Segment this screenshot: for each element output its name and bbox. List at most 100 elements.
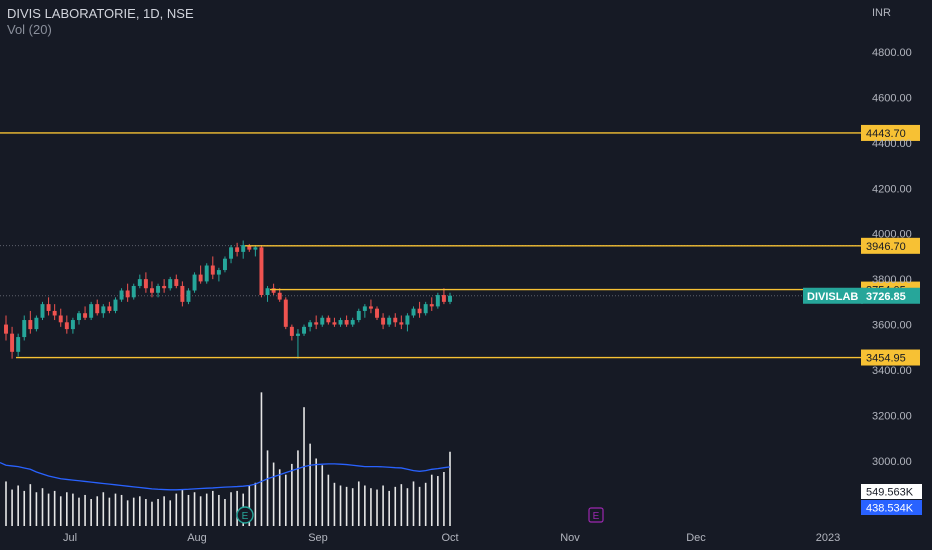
candle-body: [308, 322, 313, 327]
volume-bar: [175, 493, 178, 526]
candle-body: [417, 308, 422, 314]
earnings-event-marker: [236, 506, 254, 524]
candle-body: [162, 285, 167, 289]
time-axis[interactable]: Jul Aug Sep Oct Nov Dec 2023: [63, 532, 840, 544]
y-tick-label: 4200.00: [872, 183, 912, 195]
volume-moving-average: [0, 461, 451, 491]
volume-bar: [114, 493, 117, 526]
volume-bar: [394, 486, 397, 526]
level-tag-bg: [861, 124, 920, 141]
volume-bar: [339, 485, 342, 526]
volume-current-label: 549.563K: [866, 487, 914, 499]
volume-bar: [120, 494, 123, 526]
volume-bar: [357, 481, 360, 526]
level-tag-label: 3946.70: [866, 241, 906, 253]
volume-bar: [53, 490, 56, 526]
earnings-event-label: E: [593, 511, 600, 522]
volume-bar: [205, 493, 208, 526]
volume-bar: [370, 488, 372, 526]
earnings-event-label: E: [242, 511, 249, 522]
candle-body: [70, 320, 75, 330]
y-tick-label: 3400.00: [872, 365, 912, 377]
volume-bar: [139, 496, 141, 526]
candle-body: [192, 274, 197, 291]
candle-body: [326, 317, 331, 323]
candle-body: [101, 306, 106, 314]
x-tick-label: Nov: [560, 532, 580, 544]
volume-bar: [72, 493, 74, 526]
candle-body: [411, 308, 416, 316]
candle-body: [387, 317, 392, 325]
volume-bar: [5, 481, 7, 526]
volume-bar: [157, 499, 159, 526]
volume-bar: [78, 497, 80, 526]
volume-bar: [108, 497, 111, 526]
level-tag-label: 4443.70: [866, 128, 906, 140]
volume-bar: [211, 490, 214, 526]
candle-body: [271, 288, 276, 293]
volume-bar: [181, 489, 184, 526]
horizontal-levels[interactable]: 4443.703946.703754.053454.95DIVISLAB3726…: [0, 124, 920, 366]
volume-bar: [424, 482, 427, 526]
candle-body: [180, 285, 185, 302]
candle-body: [89, 304, 94, 318]
volume-tags: 549.563K 438.534K: [861, 484, 922, 515]
volume-bar: [291, 463, 293, 526]
candle-body: [332, 322, 337, 325]
volume-bar: [236, 490, 238, 526]
price-axis[interactable]: INR 4800.00 4600.00 4400.00 4200.00 4000.00 3…: [872, 7, 912, 468]
candlesticks: [4, 240, 452, 359]
candle-body: [143, 279, 148, 289]
y-tick-label: 3000.00: [872, 456, 912, 468]
volume-bar: [388, 490, 390, 526]
volume-bar: [272, 462, 275, 526]
volume-bar: [66, 492, 68, 526]
currency-label: INR: [872, 7, 891, 19]
candle-body: [210, 265, 215, 275]
volume-bar: [90, 499, 92, 526]
volume-bar: [11, 489, 13, 526]
volume-ma-tag-bg: [861, 500, 922, 515]
last-price-tag-bg: [861, 287, 920, 304]
last-price-tag-label: 3726.85: [866, 291, 906, 303]
volume-bar: [400, 484, 403, 526]
candle-body: [344, 320, 349, 325]
volume-ma-line: [0, 461, 451, 491]
chart-title: DIVIS LABORATORIE, 1D, NSE: [7, 6, 194, 21]
volume-bar: [430, 474, 433, 526]
volume-bar: [333, 482, 336, 526]
dotted-reference-lines: [0, 245, 862, 297]
candle-body: [4, 324, 8, 334]
candle-body: [83, 313, 88, 318]
candle-body: [302, 326, 307, 334]
candle-body: [441, 295, 446, 302]
volume-bar: [187, 494, 190, 526]
candle-body: [16, 337, 21, 352]
volume-bar: [406, 488, 409, 526]
candle-body: [448, 295, 452, 302]
volume-ma-label: 438.534K: [866, 503, 914, 515]
candle-body: [64, 322, 69, 330]
candle-body: [338, 320, 343, 325]
volume-bar: [41, 488, 44, 526]
candle-body: [174, 279, 179, 286]
candle-body: [399, 322, 404, 325]
symbol-tag-label: DIVISLAB: [807, 291, 858, 303]
y-tick-label: 3600.00: [872, 320, 912, 332]
candle-body: [295, 333, 300, 336]
candle-body: [168, 279, 173, 289]
candle-body: [149, 288, 154, 293]
candle-body: [368, 306, 373, 309]
candle-body: [137, 279, 142, 286]
volume-bar: [351, 488, 354, 526]
y-tick-label: 4600.00: [872, 92, 912, 104]
candle-body: [58, 315, 63, 323]
volume-bar: [266, 450, 269, 526]
volume-bar: [230, 492, 232, 526]
volume-bar: [126, 500, 129, 526]
volume-bar: [260, 392, 263, 526]
volume-bar: [199, 496, 202, 526]
level-tag-label: 3454.95: [866, 353, 906, 365]
